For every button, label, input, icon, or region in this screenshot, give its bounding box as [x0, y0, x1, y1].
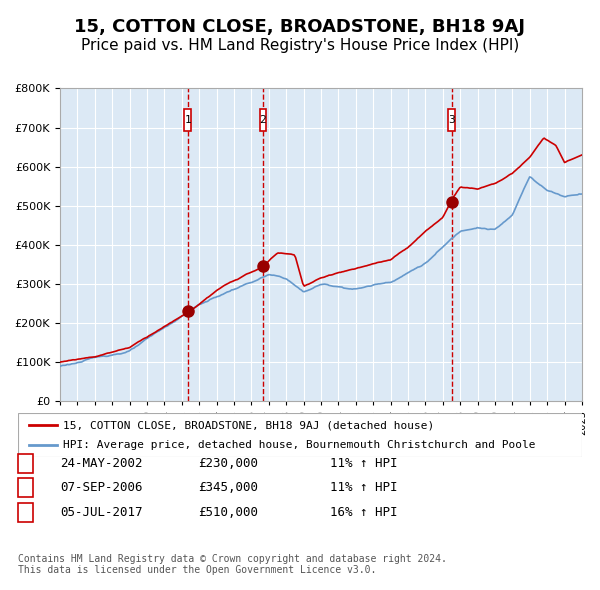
FancyBboxPatch shape	[448, 109, 455, 130]
Text: £510,000: £510,000	[198, 506, 258, 519]
Text: 15, COTTON CLOSE, BROADSTONE, BH18 9AJ (detached house): 15, COTTON CLOSE, BROADSTONE, BH18 9AJ (…	[63, 421, 434, 430]
Text: 3: 3	[448, 115, 455, 124]
Text: 24-MAY-2002: 24-MAY-2002	[60, 457, 143, 470]
Text: Price paid vs. HM Land Registry's House Price Index (HPI): Price paid vs. HM Land Registry's House …	[81, 38, 519, 53]
Text: £345,000: £345,000	[198, 481, 258, 494]
FancyBboxPatch shape	[18, 413, 582, 457]
Text: 1: 1	[184, 115, 191, 124]
Text: 11% ↑ HPI: 11% ↑ HPI	[330, 457, 398, 470]
Text: 11% ↑ HPI: 11% ↑ HPI	[330, 481, 398, 494]
Text: 16% ↑ HPI: 16% ↑ HPI	[330, 506, 398, 519]
Text: 07-SEP-2006: 07-SEP-2006	[60, 481, 143, 494]
Text: Contains HM Land Registry data © Crown copyright and database right 2024.
This d: Contains HM Land Registry data © Crown c…	[18, 553, 447, 575]
Text: HPI: Average price, detached house, Bournemouth Christchurch and Poole: HPI: Average price, detached house, Bour…	[63, 440, 536, 450]
FancyBboxPatch shape	[260, 109, 266, 130]
Text: 2: 2	[260, 115, 266, 124]
Text: 05-JUL-2017: 05-JUL-2017	[60, 506, 143, 519]
FancyBboxPatch shape	[184, 109, 191, 130]
Text: 15, COTTON CLOSE, BROADSTONE, BH18 9AJ: 15, COTTON CLOSE, BROADSTONE, BH18 9AJ	[74, 18, 526, 36]
Text: 2: 2	[22, 483, 29, 493]
Text: 1: 1	[22, 458, 29, 468]
Text: £230,000: £230,000	[198, 457, 258, 470]
Text: 3: 3	[22, 508, 29, 517]
